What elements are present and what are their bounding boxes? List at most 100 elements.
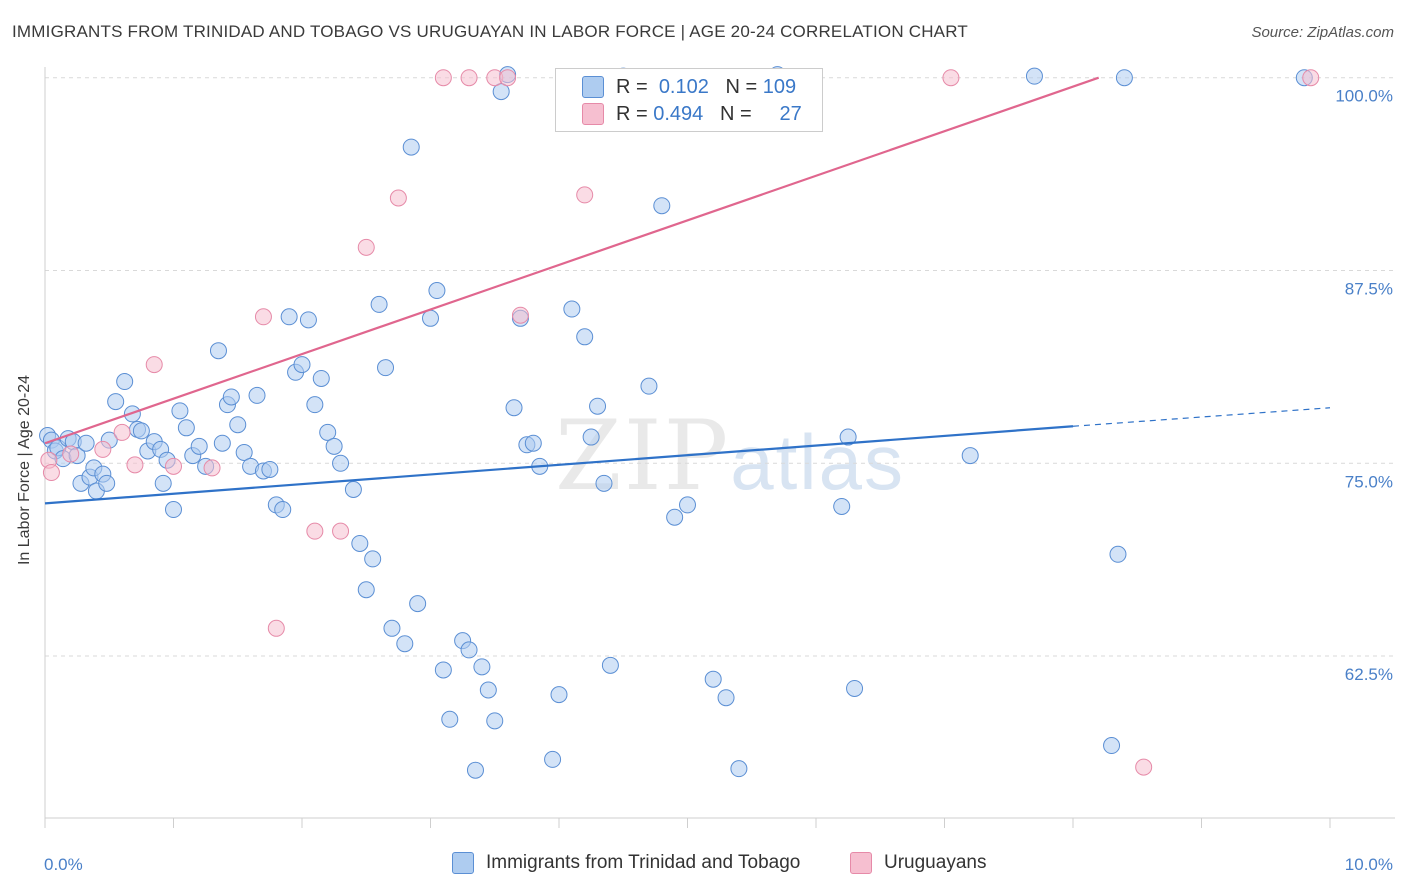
grid-lines bbox=[45, 77, 1395, 657]
point-trinidad bbox=[377, 359, 395, 377]
point-trinidad bbox=[601, 656, 619, 674]
legend-r-label: R = bbox=[616, 102, 648, 125]
point-trinidad bbox=[364, 550, 382, 568]
point-trinidad bbox=[679, 496, 696, 514]
point-trinidad bbox=[190, 437, 208, 455]
point-trinidad bbox=[312, 369, 330, 387]
point-trinidad bbox=[730, 760, 748, 778]
point-uruguayans bbox=[254, 308, 272, 326]
point-trinidad bbox=[229, 416, 247, 434]
point-trinidad bbox=[171, 402, 189, 420]
point-trinidad bbox=[396, 635, 414, 653]
point-trinidad bbox=[116, 373, 134, 391]
point-trinidad bbox=[563, 300, 581, 318]
point-trinidad bbox=[595, 474, 613, 492]
legend-swatch-pink bbox=[850, 852, 872, 874]
point-trinidad bbox=[1109, 545, 1127, 563]
data-points bbox=[39, 66, 1320, 779]
point-trinidad bbox=[666, 508, 684, 526]
point-trinidad bbox=[357, 581, 375, 599]
point-trinidad bbox=[248, 386, 266, 404]
point-trinidad bbox=[434, 661, 452, 679]
point-trinidad bbox=[1115, 69, 1133, 87]
point-trinidad bbox=[383, 619, 401, 637]
point-trinidad bbox=[479, 681, 497, 699]
point-trinidad bbox=[961, 447, 979, 465]
legend-swatch-pink bbox=[582, 103, 604, 125]
point-trinidad bbox=[154, 474, 172, 492]
point-uruguayans bbox=[126, 456, 144, 474]
point-trinidad bbox=[524, 434, 542, 452]
point-trinidad bbox=[319, 423, 337, 441]
point-trinidad bbox=[466, 761, 484, 779]
point-trinidad bbox=[640, 377, 658, 395]
point-trinidad bbox=[576, 328, 594, 346]
legend-n-label: N = bbox=[719, 102, 752, 125]
legend-label-uruguayans: Uruguayans bbox=[884, 852, 987, 873]
point-uruguayans bbox=[203, 459, 221, 477]
point-trinidad bbox=[261, 460, 279, 478]
trend-line-trinidad-extension bbox=[1072, 407, 1331, 427]
point-trinidad bbox=[589, 397, 607, 415]
point-trinidad bbox=[441, 710, 459, 728]
point-trinidad bbox=[460, 641, 478, 659]
point-uruguayans bbox=[460, 69, 478, 87]
point-uruguayans bbox=[42, 464, 60, 482]
source-label: Source: ZipAtlas.com bbox=[1251, 24, 1394, 41]
point-uruguayans bbox=[1302, 69, 1320, 87]
point-trinidad bbox=[833, 497, 851, 515]
point-uruguayans bbox=[576, 186, 594, 204]
point-trinidad bbox=[582, 428, 600, 446]
point-trinidad bbox=[235, 443, 253, 461]
point-trinidad bbox=[274, 501, 292, 519]
point-trinidad bbox=[704, 670, 722, 688]
trend-line-uruguayans bbox=[44, 76, 1100, 445]
legend-label-trinidad: Immigrants from Trinidad and Tobago bbox=[486, 852, 801, 873]
point-trinidad bbox=[370, 295, 388, 313]
legend-item-uruguayans[interactable]: Uruguayans bbox=[850, 852, 986, 874]
point-trinidad bbox=[839, 428, 857, 446]
point-trinidad bbox=[98, 474, 116, 492]
legend-r-value: 0.102 bbox=[658, 75, 709, 98]
point-uruguayans bbox=[499, 69, 517, 87]
point-uruguayans bbox=[306, 522, 324, 540]
point-trinidad bbox=[1103, 737, 1121, 755]
point-trinidad bbox=[473, 658, 491, 676]
x-tick-label: 0.0% bbox=[44, 855, 83, 874]
legend-item-trinidad[interactable]: Immigrants from Trinidad and Tobago bbox=[452, 852, 800, 874]
y-tick-label: 75.0% bbox=[1345, 472, 1393, 491]
point-trinidad bbox=[422, 309, 439, 327]
legend-row-blue: R = 0.102 N = 109 bbox=[582, 75, 796, 99]
point-trinidad bbox=[177, 419, 195, 437]
point-uruguayans bbox=[332, 522, 350, 540]
legend-r-value: 0.494 bbox=[653, 102, 704, 125]
correlation-legend: R = 0.102 N = 109 R = 0.494 N = 27 bbox=[555, 68, 823, 132]
point-uruguayans bbox=[113, 423, 131, 441]
point-trinidad bbox=[1025, 67, 1043, 85]
point-uruguayans bbox=[942, 69, 960, 87]
chart-title: IMMIGRANTS FROM TRINIDAD AND TOBAGO VS U… bbox=[12, 22, 968, 41]
point-trinidad bbox=[505, 399, 523, 417]
point-trinidad bbox=[402, 138, 420, 156]
point-uruguayans bbox=[62, 445, 80, 463]
trend-line-trinidad bbox=[44, 425, 1074, 505]
point-uruguayans bbox=[511, 306, 529, 324]
point-uruguayans bbox=[165, 457, 182, 475]
point-trinidad bbox=[293, 356, 311, 374]
point-trinidad bbox=[280, 308, 298, 326]
legend-swatch-blue bbox=[582, 76, 604, 98]
point-uruguayans bbox=[1135, 758, 1153, 776]
y-tick-label: 87.5% bbox=[1345, 279, 1393, 298]
point-trinidad bbox=[132, 422, 150, 440]
point-trinidad bbox=[550, 686, 568, 704]
point-uruguayans bbox=[145, 356, 163, 374]
series-legend: Immigrants from Trinidad and Tobago Urug… bbox=[0, 852, 1406, 878]
watermark-zip: ZIP bbox=[555, 400, 731, 512]
point-trinidad bbox=[165, 501, 182, 519]
watermark: ZIPatlas bbox=[555, 400, 905, 512]
point-trinidad bbox=[209, 342, 227, 360]
point-trinidad bbox=[344, 480, 362, 498]
point-uruguayans bbox=[389, 189, 407, 207]
point-trinidad bbox=[325, 437, 343, 455]
